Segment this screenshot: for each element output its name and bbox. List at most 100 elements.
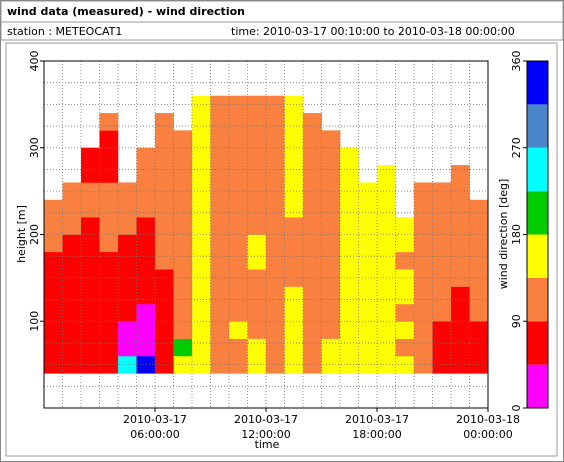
cell xyxy=(81,303,100,322)
cell xyxy=(99,321,119,339)
cell xyxy=(451,234,470,253)
x-tick-label: 2010-03-17 xyxy=(123,413,187,426)
cell xyxy=(395,338,415,357)
cell xyxy=(229,147,248,166)
cell xyxy=(377,321,396,339)
cell xyxy=(432,251,452,270)
cell xyxy=(451,338,470,357)
cell xyxy=(210,303,230,322)
cell xyxy=(44,321,63,339)
cell xyxy=(321,199,341,218)
cell xyxy=(173,251,193,270)
cell xyxy=(451,165,470,183)
cell xyxy=(229,269,248,287)
cell xyxy=(432,338,452,357)
x-tick-label: 00:00:00 xyxy=(463,428,512,441)
cell xyxy=(155,303,174,322)
cell xyxy=(451,321,470,339)
y-tick-label: 200 xyxy=(28,224,41,245)
cell xyxy=(229,338,248,357)
colorbar-tick-label: 270 xyxy=(510,137,523,158)
cell xyxy=(358,234,378,253)
cell xyxy=(192,199,211,218)
colorbar-tick-label: 90 xyxy=(510,314,523,328)
chart-title: wind data (measured) - wind direction xyxy=(7,5,245,18)
cell xyxy=(118,355,137,374)
x-tick-label: 12:00:00 xyxy=(241,428,290,441)
cell xyxy=(62,251,82,270)
cell xyxy=(118,303,137,322)
cell xyxy=(173,130,193,149)
cell xyxy=(136,321,156,339)
cell xyxy=(321,251,341,270)
cell xyxy=(358,269,378,287)
cell xyxy=(377,217,396,235)
cell xyxy=(432,355,452,374)
cell xyxy=(377,199,396,218)
cell xyxy=(44,303,63,322)
cell xyxy=(229,165,248,183)
cell xyxy=(377,234,396,253)
cell xyxy=(321,269,341,287)
cell xyxy=(210,182,230,201)
cell xyxy=(155,321,174,339)
cell xyxy=(229,355,248,374)
colorbar-segment xyxy=(527,104,548,148)
cell xyxy=(192,338,211,357)
cell xyxy=(136,269,156,287)
cell xyxy=(192,321,211,339)
cell xyxy=(210,234,230,253)
cell xyxy=(432,234,452,253)
cell xyxy=(469,321,489,339)
cell xyxy=(229,251,248,270)
cell xyxy=(414,269,433,287)
cell xyxy=(266,113,285,131)
cell xyxy=(321,130,341,149)
cell xyxy=(81,338,100,357)
cell xyxy=(414,286,433,305)
cell xyxy=(377,165,396,183)
cell xyxy=(358,182,378,201)
cell xyxy=(136,355,156,374)
cell xyxy=(155,251,174,270)
cell xyxy=(136,234,156,253)
plot-frame xyxy=(5,42,558,457)
cell xyxy=(81,234,100,253)
cell xyxy=(210,113,230,131)
cell xyxy=(321,355,341,374)
cell xyxy=(173,199,193,218)
colorbar-segment xyxy=(527,61,548,105)
cell xyxy=(284,234,304,253)
cell xyxy=(284,147,304,166)
cell xyxy=(99,355,119,374)
cell xyxy=(81,355,100,374)
cell xyxy=(192,234,211,253)
cell xyxy=(192,303,211,322)
cell xyxy=(229,286,248,305)
cell xyxy=(247,147,267,166)
cell xyxy=(284,251,304,270)
cell xyxy=(81,321,100,339)
colorbar-segment xyxy=(527,277,548,322)
cell xyxy=(229,234,248,253)
cell xyxy=(99,147,119,166)
cell xyxy=(62,217,82,235)
cell xyxy=(303,113,322,131)
cell xyxy=(210,286,230,305)
cell xyxy=(192,182,211,201)
cell xyxy=(266,147,285,166)
y-axis-label: height [m] xyxy=(15,205,28,263)
cell xyxy=(210,147,230,166)
cell xyxy=(81,147,100,166)
cell xyxy=(284,113,304,131)
cell xyxy=(340,355,359,374)
cell xyxy=(136,165,156,183)
colorbar-segment xyxy=(527,364,548,408)
cell xyxy=(451,199,470,218)
cell xyxy=(229,113,248,131)
cell xyxy=(99,199,119,218)
cell xyxy=(247,217,267,235)
colorbar-tick-label: 360 xyxy=(510,51,523,72)
cell xyxy=(284,321,304,339)
cell xyxy=(136,286,156,305)
